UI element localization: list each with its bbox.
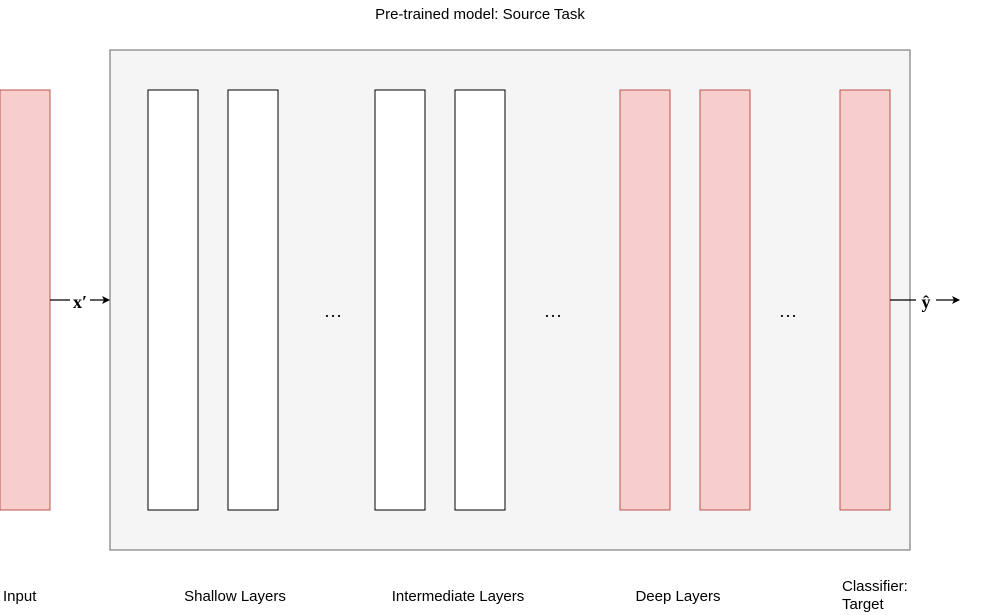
ellipsis-intermediate-deep: …: [544, 301, 562, 321]
output-symbol: ŷ: [922, 292, 931, 312]
label-input: Input: [3, 588, 37, 605]
intermediate-layer-2: [454, 89, 506, 511]
label-deep-layers: Deep Layers: [635, 588, 720, 605]
classifier-layer: [839, 89, 891, 511]
ellipsis-shallow-intermediate: …: [324, 301, 342, 321]
shallow-layer-2: [227, 89, 279, 511]
ellipsis-deep-classifier: …: [779, 301, 797, 321]
label-shallow-layers: Shallow Layers: [184, 588, 286, 605]
output-symbol-backdrop: [916, 288, 936, 312]
input-block: [0, 89, 51, 511]
shallow-layer-1: [147, 89, 199, 511]
deep-layer-2: [699, 89, 751, 511]
input-symbol: x′: [73, 292, 87, 312]
label-classifier-target: Target: [842, 596, 885, 613]
label-intermediate-layers: Intermediate Layers: [392, 588, 525, 605]
diagram-title: Pre-trained model: Source Task: [375, 6, 585, 23]
intermediate-layer-1: [374, 89, 426, 511]
label-classifier: Classifier:: [842, 578, 908, 595]
input-symbol-backdrop: [70, 289, 90, 311]
deep-layer-1: [619, 89, 671, 511]
